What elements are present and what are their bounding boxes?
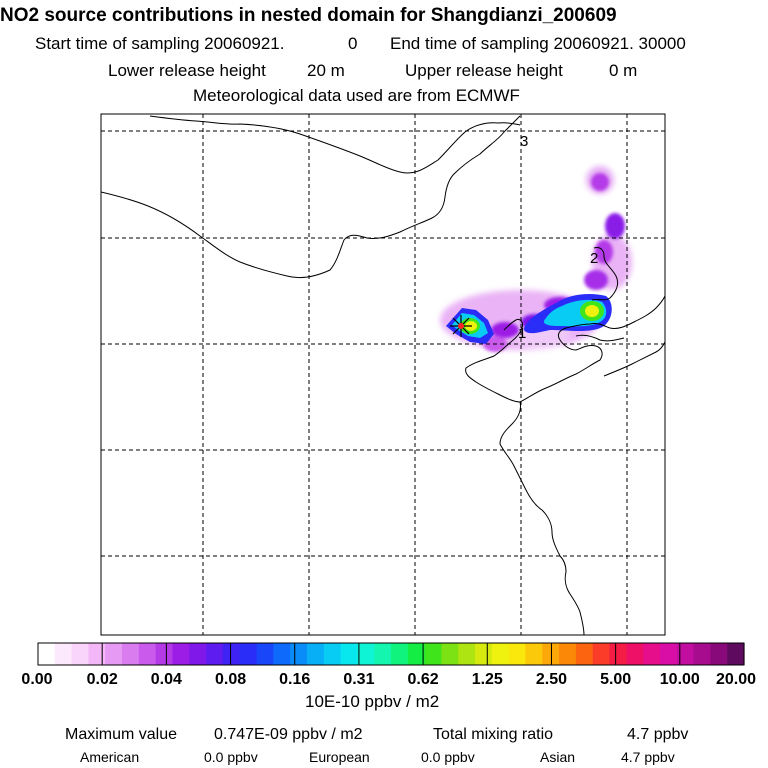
colorbar-swatch [710, 643, 728, 665]
region-european-value: 0.0 ppbv [421, 749, 475, 765]
colorbar-swatch [239, 643, 258, 665]
colorbar-swatch [592, 643, 611, 665]
colorbar-swatch [88, 643, 106, 665]
upper-release-label: Upper release height [405, 61, 563, 80]
colorbar-tick-labels: 0.00 0.02 0.04 0.08 0.16 0.31 0.62 1.25 2.50 5.00… [21, 643, 756, 688]
region-american-value: 0.0 ppbv [204, 749, 258, 765]
colorbar-swatch [424, 643, 443, 665]
colorbar-tick-label: 2.50 [536, 671, 567, 688]
colorbar-swatch [105, 643, 123, 665]
colorbar-tick-label: 0.08 [215, 671, 246, 688]
lat-lon-grid [101, 114, 665, 635]
colorbar-swatch [575, 643, 594, 665]
colorbar-tick-label: 0.16 [279, 671, 310, 688]
border-line [465, 295, 665, 403]
border-line [603, 341, 665, 377]
colorbar-swatch [38, 643, 56, 665]
colorbar-swatch [222, 643, 241, 665]
plume-cell [491, 322, 519, 338]
region-asian-label: Asian [540, 749, 576, 765]
border-line [149, 115, 521, 174]
colorbar-swatch [138, 643, 157, 665]
colorbar-tick-label: 5.00 [600, 671, 631, 688]
colorbar-swatch [323, 643, 342, 665]
grid-label-1: 1 [518, 325, 526, 342]
colorbar-tick-label: 10.00 [660, 671, 700, 688]
border-line [575, 334, 625, 342]
map-frame [100, 113, 666, 636]
plume-cell [595, 240, 613, 264]
meteorological-source-line: Meteorological data used are from ECMWF [193, 86, 520, 105]
start-time-label: Start time of sampling 20060921. [35, 34, 285, 53]
max-value: 0.747E-09 ppbv / m2 [214, 726, 363, 743]
colorbar-swatch [306, 643, 325, 665]
region-european-label: European [309, 749, 370, 765]
colorbar-swatch [206, 643, 224, 665]
colorbar-swatch [609, 643, 627, 665]
colorbar [38, 643, 745, 665]
colorbar-swatch [441, 643, 459, 665]
colorbar-tick-label: 20.00 [716, 671, 756, 688]
max-value-label: Maximum value [65, 726, 178, 743]
plume-cell [605, 213, 625, 239]
lower-release-label: Lower release height [108, 61, 266, 80]
colorbar-swatch [407, 643, 426, 665]
colorbar-frame [37, 642, 745, 666]
colorbar-swatch [189, 643, 207, 665]
colorbar-swatch [273, 643, 291, 665]
start-time-value: 0 [348, 34, 358, 53]
grid-label-2: 2 [590, 250, 598, 267]
colorbar-swatch [676, 643, 695, 665]
colorbar-swatch [525, 643, 543, 665]
colorbar-swatch [508, 643, 527, 665]
colorbar-swatch [290, 643, 308, 665]
region-american-label: American [80, 749, 140, 765]
total-mixing-ratio-label: Total mixing ratio [433, 726, 554, 743]
colorbar-swatch [491, 643, 510, 665]
grid-label-3: 3 [520, 133, 528, 150]
colorbar-tick-label: 0.02 [87, 671, 118, 688]
lower-release-value: 20 m [307, 61, 345, 80]
map-area: 3 2 1 [101, 114, 665, 635]
colorbar-swatch [71, 643, 90, 665]
colorbar-swatch [122, 643, 140, 665]
plume-cell [591, 173, 609, 191]
colorbar-swatch [374, 643, 392, 665]
upper-release-value: 0 m [609, 61, 638, 80]
colorbar-tick-label: 0.04 [151, 671, 182, 688]
border-line [591, 247, 619, 301]
colorbar-swatch [475, 643, 493, 665]
source-station-marker [450, 315, 472, 337]
coastlines [101, 115, 665, 635]
end-time-label: End time of sampling 20060921. 30000 [390, 34, 686, 53]
colorbar-swatch [559, 643, 577, 665]
colorbar-swatch [626, 643, 644, 665]
colorbar-tick-label: 0.31 [343, 671, 374, 688]
region-asian-value: 4.7 ppbv [621, 749, 675, 765]
plume-cell [584, 270, 608, 290]
colorbar-unit: 10E-10 ppbv / m2 [305, 692, 440, 711]
colorbar-tick-label: 0.62 [408, 671, 439, 688]
colorbar-swatch [727, 643, 745, 665]
colorbar-swatch [340, 643, 358, 665]
colorbar-tick-label: 1.25 [472, 671, 503, 688]
colorbar-swatch [643, 643, 661, 665]
colorbar-swatch [693, 643, 711, 665]
colorbar-swatch [256, 643, 274, 665]
border-line [499, 401, 585, 635]
colorbar-swatch [458, 643, 476, 665]
colorbar-swatch [155, 643, 174, 665]
colorbar-tick-label: 0.00 [21, 671, 52, 688]
plume-field [440, 166, 632, 352]
colorbar-swatch [357, 643, 375, 665]
colorbar-swatch [172, 643, 190, 665]
plume-core-yellow [585, 305, 599, 317]
colorbar-swatch [54, 643, 73, 665]
chart-title: NO2 source contributions in nested domai… [0, 5, 617, 26]
total-mixing-ratio-value: 4.7 ppbv [627, 726, 689, 743]
colorbar-swatch [391, 643, 409, 665]
colorbar-swatch [659, 643, 678, 665]
